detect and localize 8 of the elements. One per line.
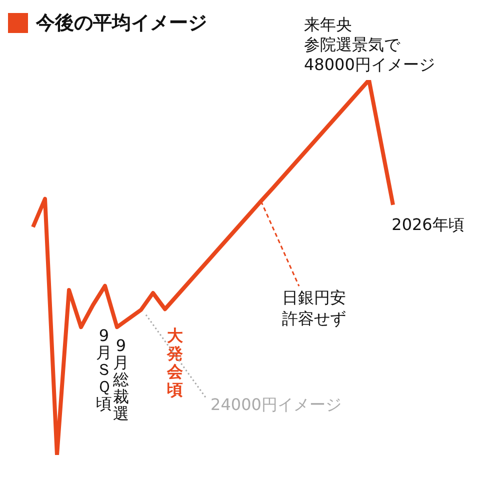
annotation: 24000円イメージ: [210, 394, 342, 414]
annotation: 日銀円安許容せず: [282, 288, 346, 328]
annotation: 9月総裁選: [112, 336, 129, 424]
chart-title: 今後の平均イメージ: [36, 11, 207, 36]
annotation: 2026年頃: [392, 214, 464, 234]
annotation: 9月ＳＱ頃: [96, 326, 112, 413]
annotation: 大発会頃: [166, 326, 184, 400]
text: 来年央参院選景気で48000円イメージ: [304, 15, 435, 74]
